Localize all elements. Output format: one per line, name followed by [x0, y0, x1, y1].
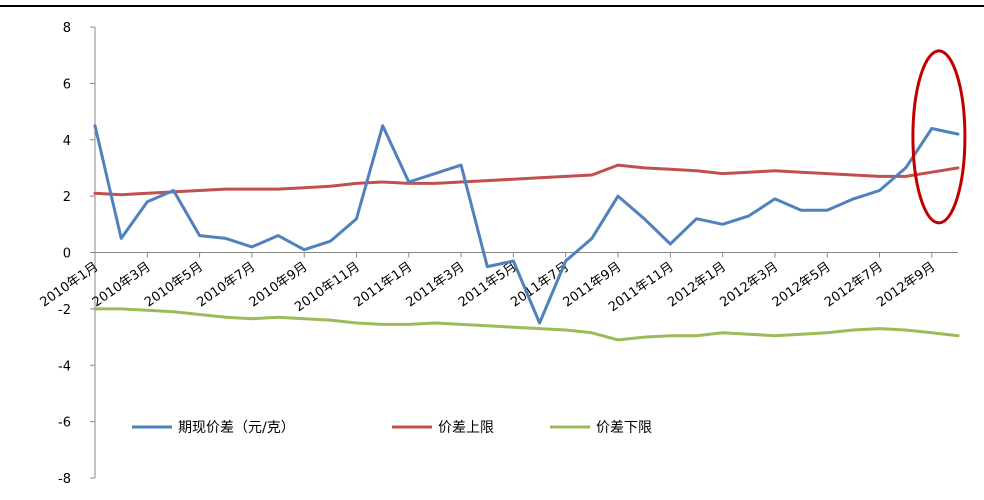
- x-tick-label: 2010年3月: [90, 259, 154, 310]
- x-tick-label: 2011年3月: [404, 259, 468, 310]
- series-line-3: [93, 307, 960, 342]
- x-tick-label: 2012年3月: [717, 259, 781, 310]
- x-tick-label: 2012年5月: [770, 259, 834, 310]
- y-tick-label: 6: [63, 77, 71, 92]
- legend-label: 价差上限: [438, 420, 494, 436]
- y-tick-label: 8: [63, 21, 71, 36]
- x-tick-label: 2010年5月: [142, 259, 206, 310]
- highlight-annotation: [911, 49, 967, 225]
- y-tick-label: 0: [63, 247, 71, 262]
- y-tick-label: 4: [63, 134, 71, 149]
- legend: 期现价差（元/克） 价差上限 价差下限: [132, 420, 652, 436]
- y-tick-label: -8: [58, 472, 71, 487]
- y-tick-label: -2: [58, 303, 71, 318]
- y-tick-label: -4: [58, 359, 71, 374]
- highlight-ellipse: [911, 49, 967, 225]
- x-tick-label: 2011年1月: [351, 259, 415, 310]
- series-line-1: [93, 124, 960, 325]
- series-line-2: [93, 163, 960, 197]
- x-tick-label: 2012年1月: [665, 259, 729, 310]
- legend-label: 价差下限: [596, 420, 652, 436]
- series-lines: [93, 124, 960, 342]
- y-tick-label: 2: [63, 190, 71, 205]
- x-tick-label: 2012年9月: [874, 259, 938, 310]
- x-tick-label: 2012年7月: [822, 259, 886, 310]
- y-axis: -8 -6 -4 -2 0 2 4 6 8: [58, 21, 96, 487]
- x-axis: 2010年1月2010年3月2010年5月2010年7月2010年9月2010年…: [38, 252, 958, 315]
- y-tick-label: -6: [58, 416, 71, 431]
- x-tick-label: 2010年7月: [194, 259, 258, 310]
- legend-label: 期现价差（元/克）: [178, 420, 295, 436]
